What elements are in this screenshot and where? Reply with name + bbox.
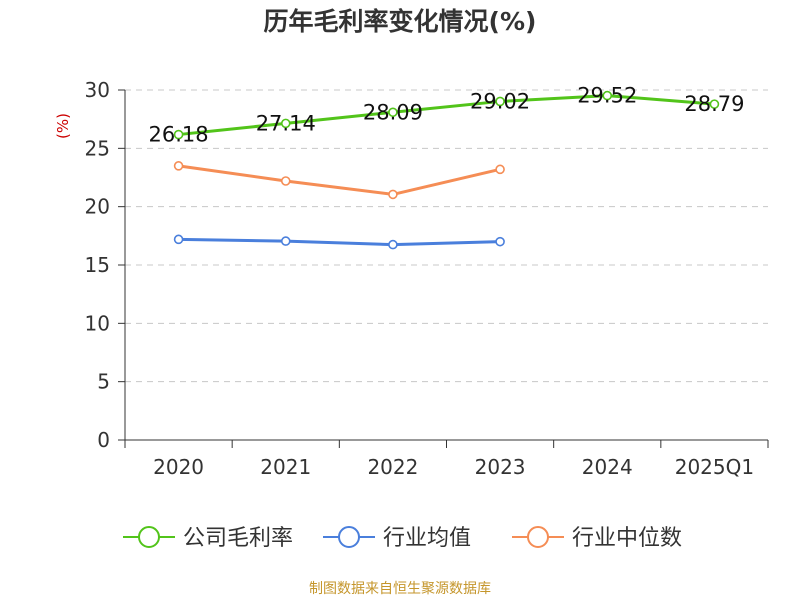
grid-lines	[125, 89, 768, 383]
series-line	[178, 94, 715, 137]
y-tick-label: 25	[85, 136, 110, 160]
data-point	[388, 239, 398, 250]
data-point	[495, 236, 505, 247]
y-tick-label: 30	[85, 78, 110, 102]
x-tick-label: 2023	[475, 455, 526, 479]
series-lines	[173, 90, 720, 250]
axes: 0 5 10 15 20 25 30 (%) 2020 2021 2022 2023 2024 2025Q…	[54, 78, 769, 479]
data-point	[388, 189, 398, 200]
legend-label: 公司毛利率	[183, 526, 293, 551]
data-label: 27.14	[256, 111, 316, 135]
chart-title: 历年毛利率变化情况(%)	[263, 7, 537, 36]
legend: 公司毛利率 行业均值 行业中位数	[123, 526, 682, 551]
y-axis-label: (%)	[54, 113, 72, 139]
data-point	[495, 164, 505, 175]
legend-label: 行业均值	[383, 526, 471, 551]
data-label: 26.18	[149, 123, 209, 147]
y-tick-label: 15	[85, 253, 110, 277]
data-label: 29.02	[470, 89, 530, 113]
data-point	[173, 234, 184, 245]
x-tick-label: 2025Q1	[675, 455, 754, 479]
data-point	[173, 129, 184, 140]
data-label: 28.09	[363, 100, 423, 124]
data-point	[709, 99, 720, 109]
y-tick-label: 0	[97, 428, 110, 452]
source-note: 制图数据来自恒生聚源数据库	[309, 581, 491, 597]
x-tick-label: 2021	[260, 455, 311, 479]
legend-marker	[527, 526, 549, 548]
data-label: 29.52	[577, 84, 637, 108]
data-point	[280, 118, 291, 129]
x-tick-label: 2024	[582, 455, 633, 479]
y-tick-label: 5	[97, 370, 110, 394]
data-point	[173, 161, 184, 171]
x-tick-label: 2022	[367, 455, 418, 479]
y-tick-label: 10	[85, 311, 110, 335]
data-point	[280, 176, 291, 186]
legend-label: 行业中位数	[572, 526, 682, 551]
y-tick-label: 20	[85, 195, 110, 219]
legend-marker	[138, 526, 160, 548]
legend-marker	[338, 526, 360, 548]
data-labels: 26.18 27.14 28.09 29.02 29.52 28.79	[149, 84, 745, 147]
data-point	[280, 236, 291, 246]
series-line	[178, 237, 501, 247]
data-label: 28.79	[684, 92, 744, 116]
x-tick-label: 2020	[153, 455, 204, 479]
data-point	[388, 107, 398, 118]
series-line	[178, 164, 501, 196]
data-point	[495, 96, 505, 107]
data-point	[602, 90, 613, 101]
